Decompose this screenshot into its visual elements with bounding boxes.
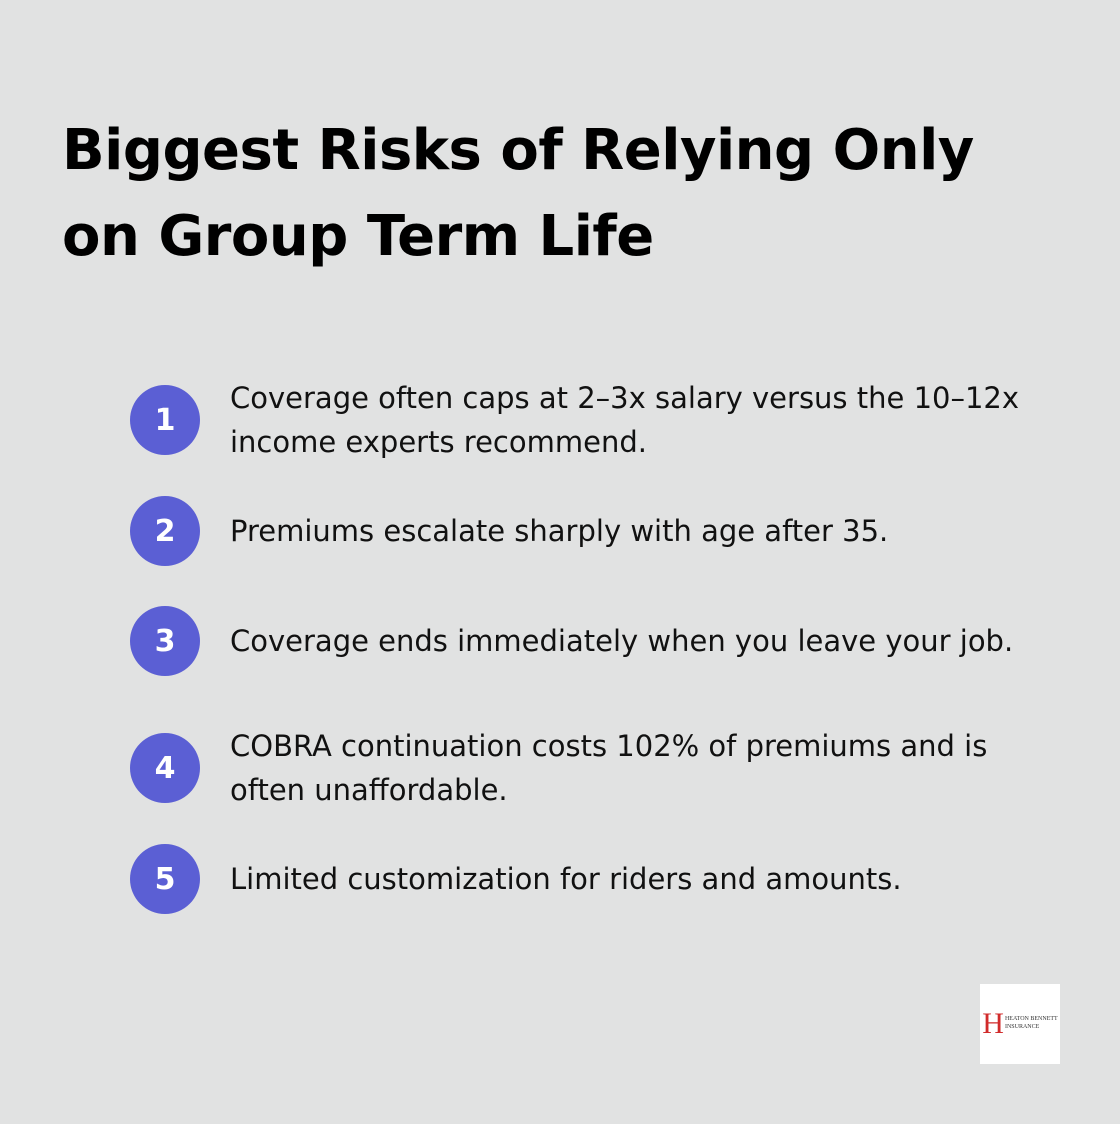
list-item: 4 COBRA continuation costs 102% of premiu… bbox=[130, 724, 1030, 812]
logo-line: HEATON BENNETT bbox=[1004, 1016, 1058, 1023]
item-text: Limited customization for riders and amo… bbox=[230, 862, 902, 896]
list-item: 2 Premiums escalate sharply with age afte… bbox=[130, 496, 1030, 566]
item-number: 2 bbox=[130, 496, 200, 566]
title: Biggest Risks of Relying Only on Group T… bbox=[62, 118, 974, 269]
item-number: 5 bbox=[130, 844, 200, 914]
list-item: 3 Coverage ends immediately when you leav… bbox=[130, 606, 1030, 676]
item-text: COBRA continuation costs 102% of premium… bbox=[230, 729, 988, 807]
list-item: 1 Coverage often caps at 2–3x salary vers… bbox=[130, 376, 1030, 464]
item-number: 3 bbox=[130, 606, 200, 676]
item-text: Premiums escalate sharply with age after… bbox=[230, 514, 889, 548]
logo-line: INSURANCE bbox=[1004, 1024, 1040, 1030]
logo-text: HEATON BENNETT INSURANCE bbox=[1005, 1016, 1058, 1032]
item-text: Coverage often caps at 2–3x salary versu… bbox=[230, 381, 1020, 459]
logo: H HEATON BENNETT INSURANCE bbox=[980, 984, 1060, 1064]
item-number: 1 bbox=[130, 385, 200, 455]
item-text: Coverage ends immediately when you leave… bbox=[230, 624, 1014, 658]
logo-letter: H bbox=[982, 1007, 1004, 1040]
list-item: 5 Limited customization for riders and am… bbox=[130, 844, 1030, 914]
item-number: 4 bbox=[130, 733, 200, 803]
